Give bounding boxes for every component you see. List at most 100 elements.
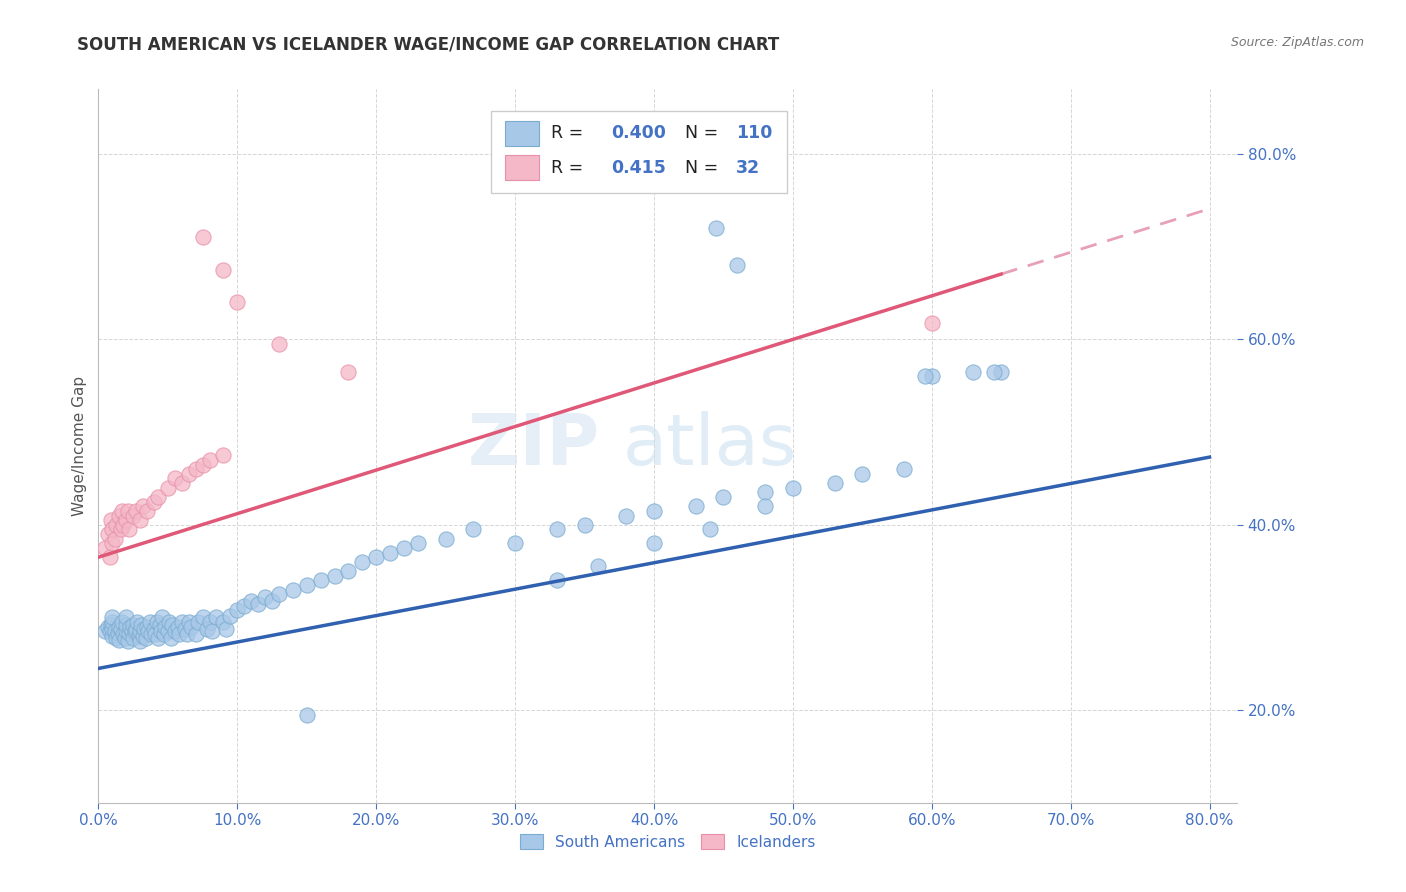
- Text: 0.400: 0.400: [610, 125, 666, 143]
- Point: [754, 500, 776, 514]
- Point: [101, 622, 124, 636]
- Text: atlas: atlas: [623, 411, 797, 481]
- Text: N =: N =: [685, 159, 718, 177]
- Point: [180, 620, 202, 634]
- Point: [156, 481, 179, 495]
- Point: [94, 541, 117, 555]
- Point: [108, 620, 131, 634]
- Point: [267, 337, 290, 351]
- Point: [97, 620, 120, 634]
- Point: [110, 622, 132, 636]
- Point: [101, 610, 124, 624]
- FancyBboxPatch shape: [491, 111, 787, 193]
- Point: [128, 629, 150, 643]
- Point: [184, 462, 207, 476]
- Point: [337, 365, 360, 379]
- Text: ZIP: ZIP: [467, 411, 599, 481]
- Point: [281, 582, 304, 597]
- Point: [105, 517, 128, 532]
- Point: [125, 504, 148, 518]
- Point: [98, 624, 121, 639]
- Point: [136, 620, 159, 634]
- Point: [118, 626, 141, 640]
- Point: [156, 624, 179, 639]
- Point: [574, 517, 596, 532]
- Point: [112, 517, 135, 532]
- Point: [184, 627, 207, 641]
- Point: [378, 545, 401, 559]
- Point: [921, 369, 943, 384]
- Point: [782, 481, 804, 495]
- Point: [983, 365, 1005, 379]
- Point: [309, 574, 332, 588]
- Point: [101, 615, 124, 629]
- Point: [824, 476, 846, 491]
- Point: [117, 504, 139, 518]
- Point: [125, 622, 148, 636]
- Point: [406, 536, 429, 550]
- Point: [921, 316, 943, 330]
- Point: [129, 633, 152, 648]
- Point: [170, 476, 193, 491]
- Point: [614, 508, 637, 523]
- Text: N =: N =: [685, 125, 718, 143]
- Point: [247, 597, 270, 611]
- Point: [990, 365, 1012, 379]
- Point: [127, 615, 149, 629]
- Point: [337, 564, 360, 578]
- Point: [150, 610, 173, 624]
- Point: [111, 504, 134, 518]
- Point: [101, 629, 124, 643]
- Point: [699, 523, 721, 537]
- Text: 0.415: 0.415: [610, 159, 666, 177]
- Point: [98, 550, 121, 565]
- Point: [107, 626, 129, 640]
- Point: [152, 627, 174, 641]
- Point: [110, 523, 132, 537]
- Point: [104, 624, 127, 639]
- Point: [117, 633, 139, 648]
- Point: [115, 610, 138, 624]
- Point: [141, 627, 163, 641]
- Point: [643, 536, 665, 550]
- Point: [725, 258, 748, 272]
- Point: [352, 555, 374, 569]
- Point: [138, 624, 160, 639]
- Point: [146, 490, 169, 504]
- Point: [101, 523, 124, 537]
- Point: [114, 631, 136, 645]
- Point: [163, 624, 186, 639]
- Point: [191, 458, 214, 472]
- Point: [198, 615, 221, 629]
- Text: 32: 32: [737, 159, 761, 177]
- Point: [115, 618, 138, 632]
- Point: [163, 471, 186, 485]
- Point: [166, 620, 188, 634]
- Point: [120, 620, 142, 634]
- Point: [159, 631, 181, 645]
- Point: [157, 615, 180, 629]
- Point: [187, 615, 209, 629]
- FancyBboxPatch shape: [505, 155, 538, 180]
- Point: [143, 622, 166, 636]
- Point: [323, 568, 346, 582]
- Point: [122, 631, 145, 645]
- Point: [149, 624, 172, 639]
- Y-axis label: Wage/Income Gap: Wage/Income Gap: [72, 376, 87, 516]
- Point: [240, 594, 263, 608]
- Point: [145, 627, 167, 641]
- Point: [134, 622, 156, 636]
- Point: [212, 448, 235, 462]
- Point: [177, 467, 200, 481]
- Point: [115, 624, 138, 639]
- Point: [503, 536, 526, 550]
- Text: SOUTH AMERICAN VS ICELANDER WAGE/INCOME GAP CORRELATION CHART: SOUTH AMERICAN VS ICELANDER WAGE/INCOME …: [77, 36, 779, 54]
- Point: [914, 369, 936, 384]
- Point: [122, 508, 145, 523]
- Point: [173, 622, 195, 636]
- Point: [97, 527, 120, 541]
- Point: [366, 550, 388, 565]
- Point: [706, 221, 728, 235]
- Point: [191, 230, 214, 244]
- Point: [112, 627, 135, 641]
